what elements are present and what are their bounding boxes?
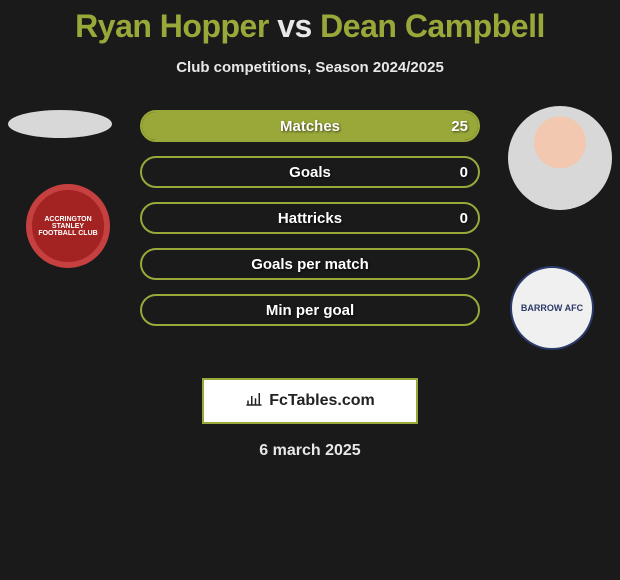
- stat-value-right: 25: [451, 118, 468, 135]
- vs-text: vs: [277, 8, 312, 44]
- date-text: 6 march 2025: [0, 442, 620, 460]
- stat-label: Matches: [142, 118, 478, 135]
- club1-crest-text: ACCRINGTON STANLEY FOOTBALL CLUB: [32, 216, 104, 237]
- player2-name: Dean Campbell: [320, 8, 545, 44]
- stat-label: Goals: [142, 164, 478, 181]
- player1-name: Ryan Hopper: [75, 8, 269, 44]
- stat-row-min-per-goal: Min per goal: [140, 294, 480, 326]
- player1-avatar: [8, 110, 112, 138]
- stat-row-hattricks: Hattricks 0: [140, 202, 480, 234]
- comparison-stage: ACCRINGTON STANLEY FOOTBALL CLUB BARROW …: [0, 106, 620, 366]
- stat-row-goals-per-match: Goals per match: [140, 248, 480, 280]
- brand-text: FcTables.com: [269, 392, 375, 410]
- stat-label: Min per goal: [142, 302, 478, 319]
- club1-crest: ACCRINGTON STANLEY FOOTBALL CLUB: [26, 184, 110, 268]
- bar-chart-icon: [245, 390, 263, 413]
- stat-row-matches: Matches 25: [140, 110, 480, 142]
- stat-value-right: 0: [460, 164, 468, 181]
- stat-label: Goals per match: [142, 256, 478, 273]
- stat-value-right: 0: [460, 210, 468, 227]
- stat-label: Hattricks: [142, 210, 478, 227]
- stat-row-goals: Goals 0: [140, 156, 480, 188]
- brand-badge: FcTables.com: [202, 378, 418, 424]
- club2-crest-text: BARROW AFC: [521, 303, 583, 313]
- subtitle: Club competitions, Season 2024/2025: [0, 59, 620, 76]
- club2-crest: BARROW AFC: [510, 266, 594, 350]
- page-title: Ryan Hopper vs Dean Campbell: [0, 0, 620, 45]
- player2-avatar: [508, 106, 612, 210]
- stat-bars: Matches 25 Goals 0 Hattricks 0 Goals per…: [140, 110, 480, 326]
